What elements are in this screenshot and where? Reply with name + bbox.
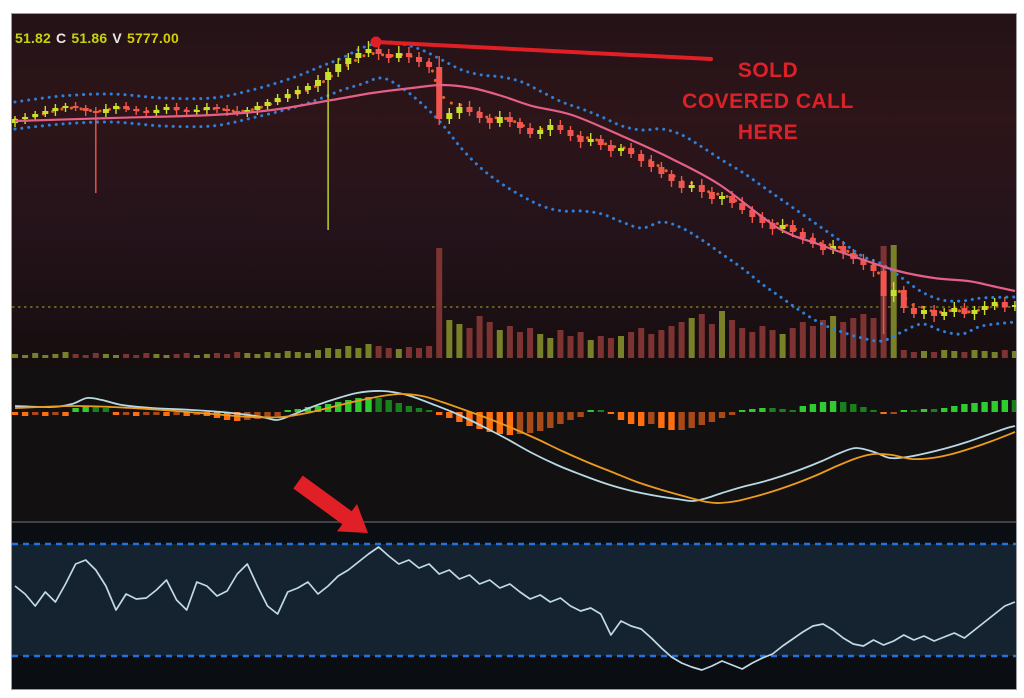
ohlc-close-price: 51.86 [71,30,108,46]
candles [12,41,1016,334]
ema-dots [13,51,1016,314]
macd-histogram [12,397,1016,435]
rsi-band-fill [12,544,1016,656]
volume-bars [12,245,1016,358]
macd-signal-line [14,393,1016,504]
macd-panel-bg [12,366,1016,522]
ohlc-volume-letter: V [112,30,122,46]
ohlc-readout: 51.82 C 51.86 V 5777.00 [15,30,184,46]
upper-band-dots [13,40,1016,303]
ohlc-volume-value: 5777.00 [126,30,179,46]
annotation-line-1: SOLD [737,59,799,82]
annotation-line-2: COVERED CALL [682,90,854,113]
price-panel-bg [12,14,1016,366]
ohlc-close-letter: C [56,30,67,46]
chart-frame: 51.82 C 51.86 V 5777.00 SOLD COVERED CALL HE… [11,13,1017,690]
trendline-drawing[interactable] [370,36,713,61]
pink-ma-line [14,83,1016,293]
arrow-drawing[interactable] [293,475,368,534]
annotation-line-3: HERE [737,121,799,144]
ohlc-last-price: 51.82 [15,30,52,46]
annotation-text[interactable]: SOLD COVERED CALL HERE [607,55,929,148]
chart-canvas[interactable] [12,14,1016,689]
rsi-line [14,546,1016,671]
trendline-anchor-dot [370,36,382,48]
